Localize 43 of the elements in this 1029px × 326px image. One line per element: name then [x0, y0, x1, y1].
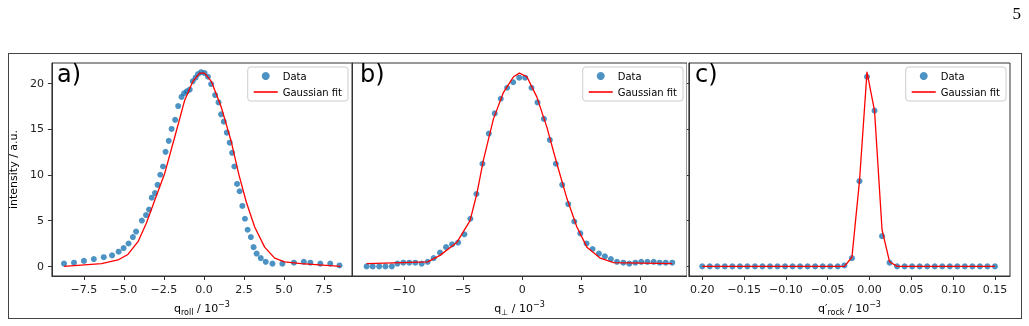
x-tick-label: 0.10 [940, 283, 966, 296]
x-tick-label: −7.5 [70, 283, 98, 296]
point [363, 263, 370, 270]
x-tick-label: 0.0 [195, 283, 213, 296]
legend-label: Gaussian fit [940, 86, 1001, 98]
point [516, 74, 523, 81]
y-axis-title: intensity / a.u. [7, 129, 20, 210]
x-tick-label: 0.15 [982, 283, 1008, 296]
x-tick-label: −0.15 [727, 283, 761, 296]
legend-label: Gaussian fit [617, 86, 678, 98]
y-tick-label: 15 [29, 122, 44, 136]
x-tick-label: −0.10 [769, 283, 803, 296]
legend-label: Gaussian fit [282, 86, 343, 98]
legend-label: Data [617, 70, 642, 82]
legend-label: Data [282, 70, 307, 82]
point [601, 253, 608, 260]
x-tick-label: −5 [454, 283, 472, 296]
y-tick-label: 0 [36, 259, 44, 273]
point [607, 256, 614, 263]
x-tick-label: −5.0 [110, 283, 138, 296]
x-tick-label: 5 [577, 283, 585, 296]
chart-title: b) [360, 60, 385, 88]
x-tick-label: 7.5 [315, 283, 333, 296]
point [376, 263, 383, 270]
x-tick-label: 0.00 [857, 283, 882, 296]
y-tick-label: 5 [36, 214, 44, 228]
x-tick-label: 0.20 [690, 283, 715, 296]
y-tick-label: 10 [29, 168, 44, 182]
x-tick-label: 2.5 [235, 283, 253, 296]
x-tick-label: 10 [633, 283, 648, 296]
x-tick-label: 0.05 [899, 283, 924, 296]
x-tick-label: −2.5 [150, 283, 178, 296]
x-tick-label: −0.05 [810, 283, 845, 296]
x-tick-label: 0 [518, 283, 526, 296]
y-tick-label: 20 [29, 76, 44, 90]
chart-title: c) [695, 60, 718, 88]
point [443, 244, 450, 251]
x-tick-label: −10 [392, 283, 416, 296]
text: 5 [1012, 4, 1021, 24]
chart-title: a) [57, 60, 82, 88]
point [388, 263, 395, 270]
x-tick-label: 5.0 [275, 283, 293, 296]
legend-label: Data [940, 70, 965, 82]
